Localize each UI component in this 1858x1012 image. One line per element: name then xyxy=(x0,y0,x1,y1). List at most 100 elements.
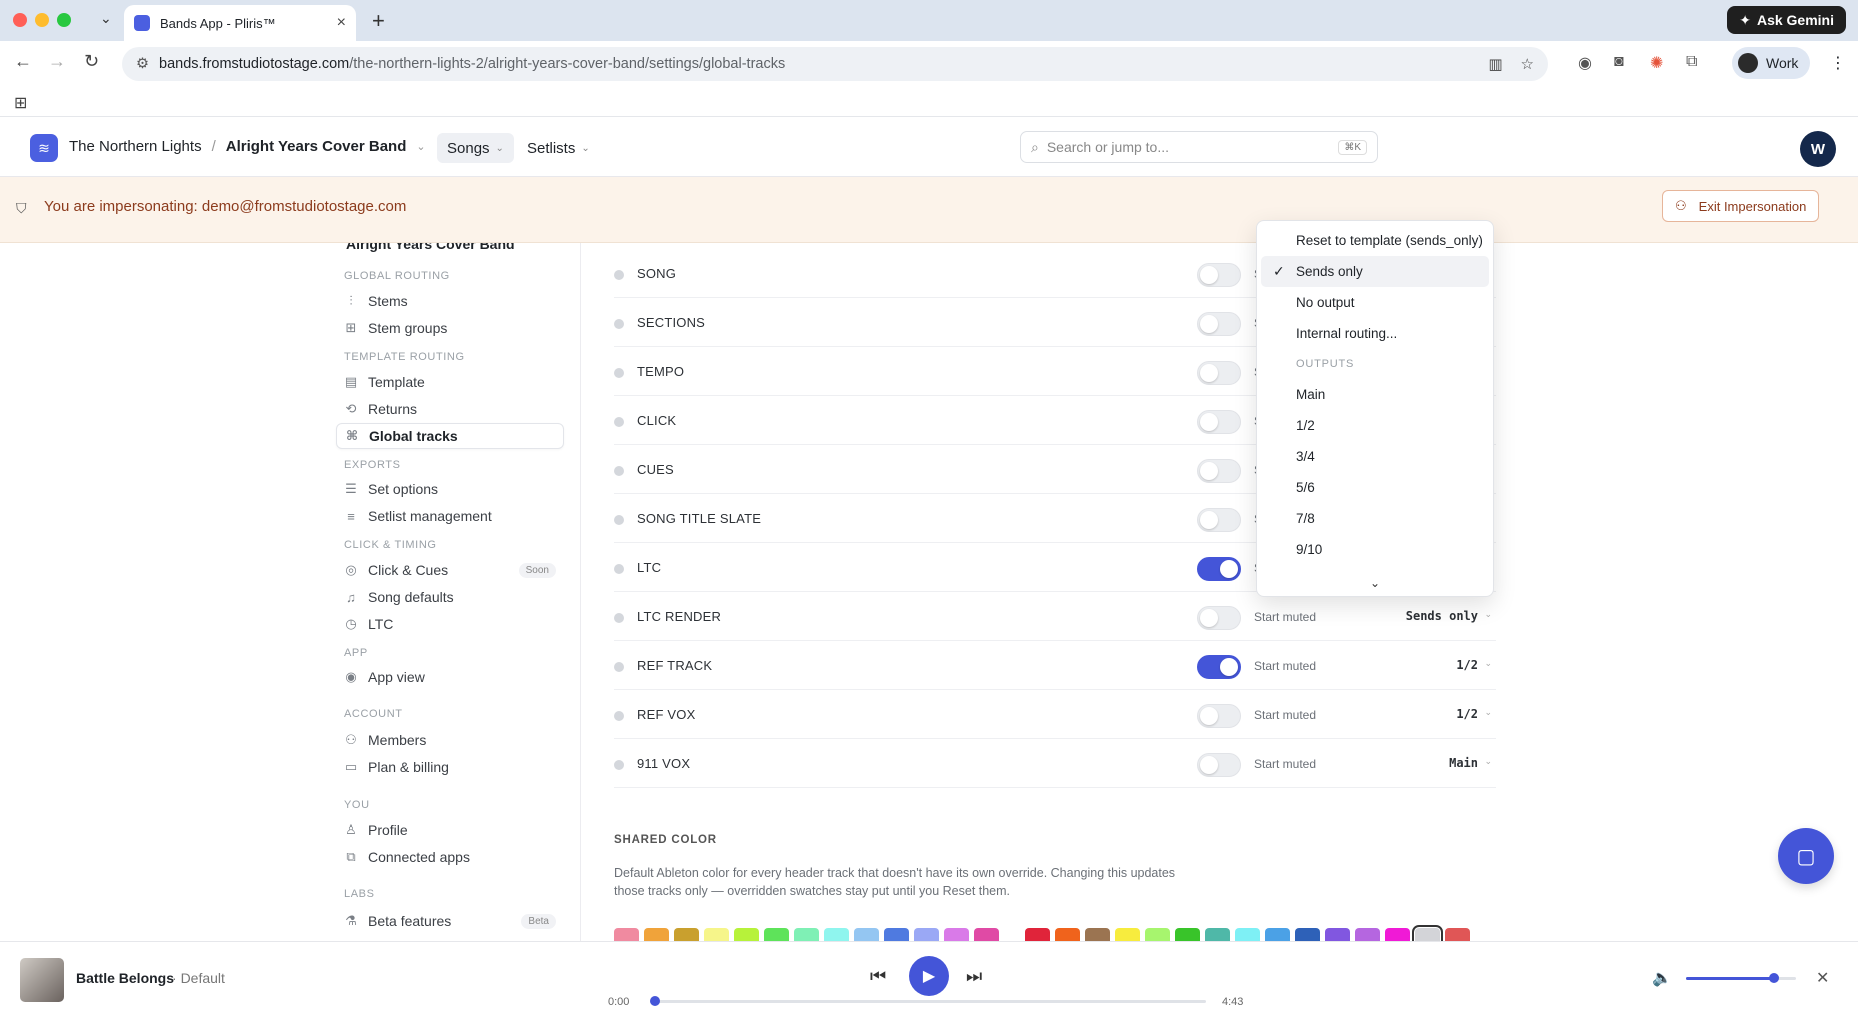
sidebar-item-click-cues[interactable]: ◎ Click & Cues Soon xyxy=(336,557,564,583)
track-color-dot[interactable] xyxy=(614,515,624,525)
track-enable-toggle[interactable] xyxy=(1197,508,1241,532)
track-color-dot[interactable] xyxy=(614,711,624,721)
track-enable-toggle[interactable] xyxy=(1197,606,1241,630)
sidebar-item-setlist-management[interactable]: ≡ Setlist management xyxy=(336,503,564,529)
sidebar-band-name[interactable]: Alright Years Cover Band xyxy=(346,243,515,252)
color-swatch[interactable] xyxy=(704,928,729,941)
color-swatch[interactable] xyxy=(614,928,639,941)
color-swatch[interactable] xyxy=(1085,928,1110,941)
dropdown-item-internal-routing[interactable]: Internal routing... xyxy=(1261,318,1489,349)
tab-setlists[interactable]: Setlists ⌄ xyxy=(517,133,600,163)
sidebar-item-app-view[interactable]: ◉ App view xyxy=(336,664,564,690)
close-window-icon[interactable] xyxy=(13,13,27,27)
color-swatch[interactable] xyxy=(1355,928,1380,941)
color-swatch[interactable] xyxy=(1412,925,1443,941)
track-enable-toggle[interactable] xyxy=(1197,410,1241,434)
minimize-window-icon[interactable] xyxy=(35,13,49,27)
track-color-dot[interactable] xyxy=(614,662,624,672)
chevron-down-icon[interactable]: ⌄ xyxy=(1484,707,1492,717)
album-cover[interactable] xyxy=(20,958,64,1002)
site-settings-icon[interactable]: ⚙ xyxy=(136,56,149,72)
color-swatch[interactable] xyxy=(1115,928,1140,941)
sidebar-item-profile[interactable]: ♙ Profile xyxy=(336,817,564,843)
browser-menu-icon[interactable]: ⋮ xyxy=(1830,55,1846,72)
next-track-icon[interactable]: ⏭ xyxy=(966,966,983,986)
scroll-down-chevron-icon[interactable]: ⌄ xyxy=(1369,576,1381,590)
avatar[interactable]: W xyxy=(1800,131,1836,167)
color-swatch[interactable] xyxy=(1025,928,1050,941)
chevron-down-icon[interactable]: ⌄ xyxy=(1484,658,1492,668)
sidebar-item-stems[interactable]: ⫶ Stems xyxy=(336,288,564,314)
tab-songs[interactable]: Songs ⌄ xyxy=(437,133,514,163)
forward-icon[interactable]: → xyxy=(48,51,66,71)
dropdown-output-item[interactable]: 7/8 xyxy=(1261,503,1489,534)
color-swatch[interactable] xyxy=(1145,928,1170,941)
color-swatch[interactable] xyxy=(914,928,939,941)
track-color-dot[interactable] xyxy=(614,319,624,329)
routing-select[interactable]: Sends only xyxy=(1405,609,1478,623)
maximize-window-icon[interactable] xyxy=(57,13,71,27)
track-enable-toggle[interactable] xyxy=(1197,459,1241,483)
dropdown-item-sends-only[interactable]: ✓ Sends only xyxy=(1261,256,1489,287)
track-color-dot[interactable] xyxy=(614,270,624,280)
sidebar-item-members[interactable]: ⚇ Members xyxy=(336,727,564,753)
breadcrumb-band[interactable]: Alright Years Cover Band xyxy=(225,138,407,155)
color-swatch[interactable] xyxy=(1295,928,1320,941)
color-swatch[interactable] xyxy=(644,928,669,941)
track-color-dot[interactable] xyxy=(614,613,624,623)
new-tab-icon[interactable]: + xyxy=(372,8,385,33)
color-swatch[interactable] xyxy=(674,928,699,941)
profile-button[interactable]: Work xyxy=(1732,47,1811,79)
dropdown-item-reset[interactable]: Reset to template (sends_only) xyxy=(1261,225,1489,256)
track-enable-toggle[interactable] xyxy=(1197,263,1241,287)
progress-slider[interactable] xyxy=(650,996,1206,1006)
chevron-down-icon[interactable]: ⌄ xyxy=(1484,609,1492,619)
tab-search-icon[interactable]: ⌄ xyxy=(100,10,112,26)
back-icon[interactable]: ← xyxy=(14,51,32,71)
dropdown-output-item[interactable]: 3/4 xyxy=(1261,441,1489,472)
reload-icon[interactable]: ↻ xyxy=(84,51,100,71)
color-swatch[interactable] xyxy=(1265,928,1290,941)
color-swatch[interactable] xyxy=(734,928,759,941)
color-swatch[interactable] xyxy=(1175,928,1200,941)
color-swatch[interactable] xyxy=(1325,928,1350,941)
color-swatch[interactable] xyxy=(884,928,909,941)
color-swatch[interactable] xyxy=(1445,928,1470,941)
track-enable-toggle[interactable] xyxy=(1197,312,1241,336)
start-muted-label[interactable]: Start muted xyxy=(1254,708,1317,722)
track-enable-toggle[interactable] xyxy=(1197,361,1241,385)
sparkle-extension-icon[interactable]: ✺ xyxy=(1650,55,1664,72)
volume-handle[interactable] xyxy=(1769,973,1779,983)
start-muted-label[interactable]: Start muted xyxy=(1254,757,1317,771)
color-swatch[interactable] xyxy=(794,928,819,941)
progress-handle[interactable] xyxy=(650,996,660,1006)
exit-impersonation-button[interactable]: ⚇ Exit Impersonation xyxy=(1662,190,1820,222)
sidebar-item-ltc[interactable]: ◷ LTC xyxy=(336,611,564,637)
color-swatch[interactable] xyxy=(854,928,879,941)
start-muted-label[interactable]: Start muted xyxy=(1254,659,1317,673)
routing-select[interactable]: 1/2 xyxy=(1456,658,1478,672)
dropdown-item-no-output[interactable]: No output xyxy=(1261,287,1489,318)
color-swatch[interactable] xyxy=(944,928,969,941)
chevron-down-icon[interactable]: ⌄ xyxy=(1484,756,1492,766)
color-swatch[interactable] xyxy=(824,928,849,941)
color-swatch[interactable] xyxy=(1385,928,1410,941)
dropdown-output-item[interactable]: 1/2 xyxy=(1261,410,1489,441)
sidebar-item-template[interactable]: ▤ Template xyxy=(336,369,564,395)
chat-button[interactable]: ▢ xyxy=(1778,828,1834,884)
ask-gemini-button[interactable]: ✦ Ask Gemini xyxy=(1727,6,1846,34)
track-enable-toggle[interactable] xyxy=(1197,704,1241,728)
routing-select[interactable]: 1/2 xyxy=(1456,707,1478,721)
color-swatch[interactable] xyxy=(1235,928,1260,941)
track-enable-toggle[interactable] xyxy=(1197,753,1241,777)
dropdown-output-item[interactable]: 9/10 xyxy=(1261,534,1489,565)
bookmark-star-icon[interactable]: ☆ xyxy=(1520,56,1534,73)
track-color-dot[interactable] xyxy=(614,466,624,476)
track-color-dot[interactable] xyxy=(614,564,624,574)
start-muted-label[interactable]: Start muted xyxy=(1254,610,1317,624)
url-input[interactable]: ⚙ bands.fromstudiotostage.com /the-north… xyxy=(122,47,1548,81)
app-logo-icon[interactable]: ≋ xyxy=(30,134,58,162)
sidebar-item-global-tracks[interactable]: ⌘ Global tracks xyxy=(336,423,564,449)
sidebar-item-connected-apps[interactable]: ⧉ Connected apps xyxy=(336,844,564,870)
color-swatch[interactable] xyxy=(974,928,999,941)
